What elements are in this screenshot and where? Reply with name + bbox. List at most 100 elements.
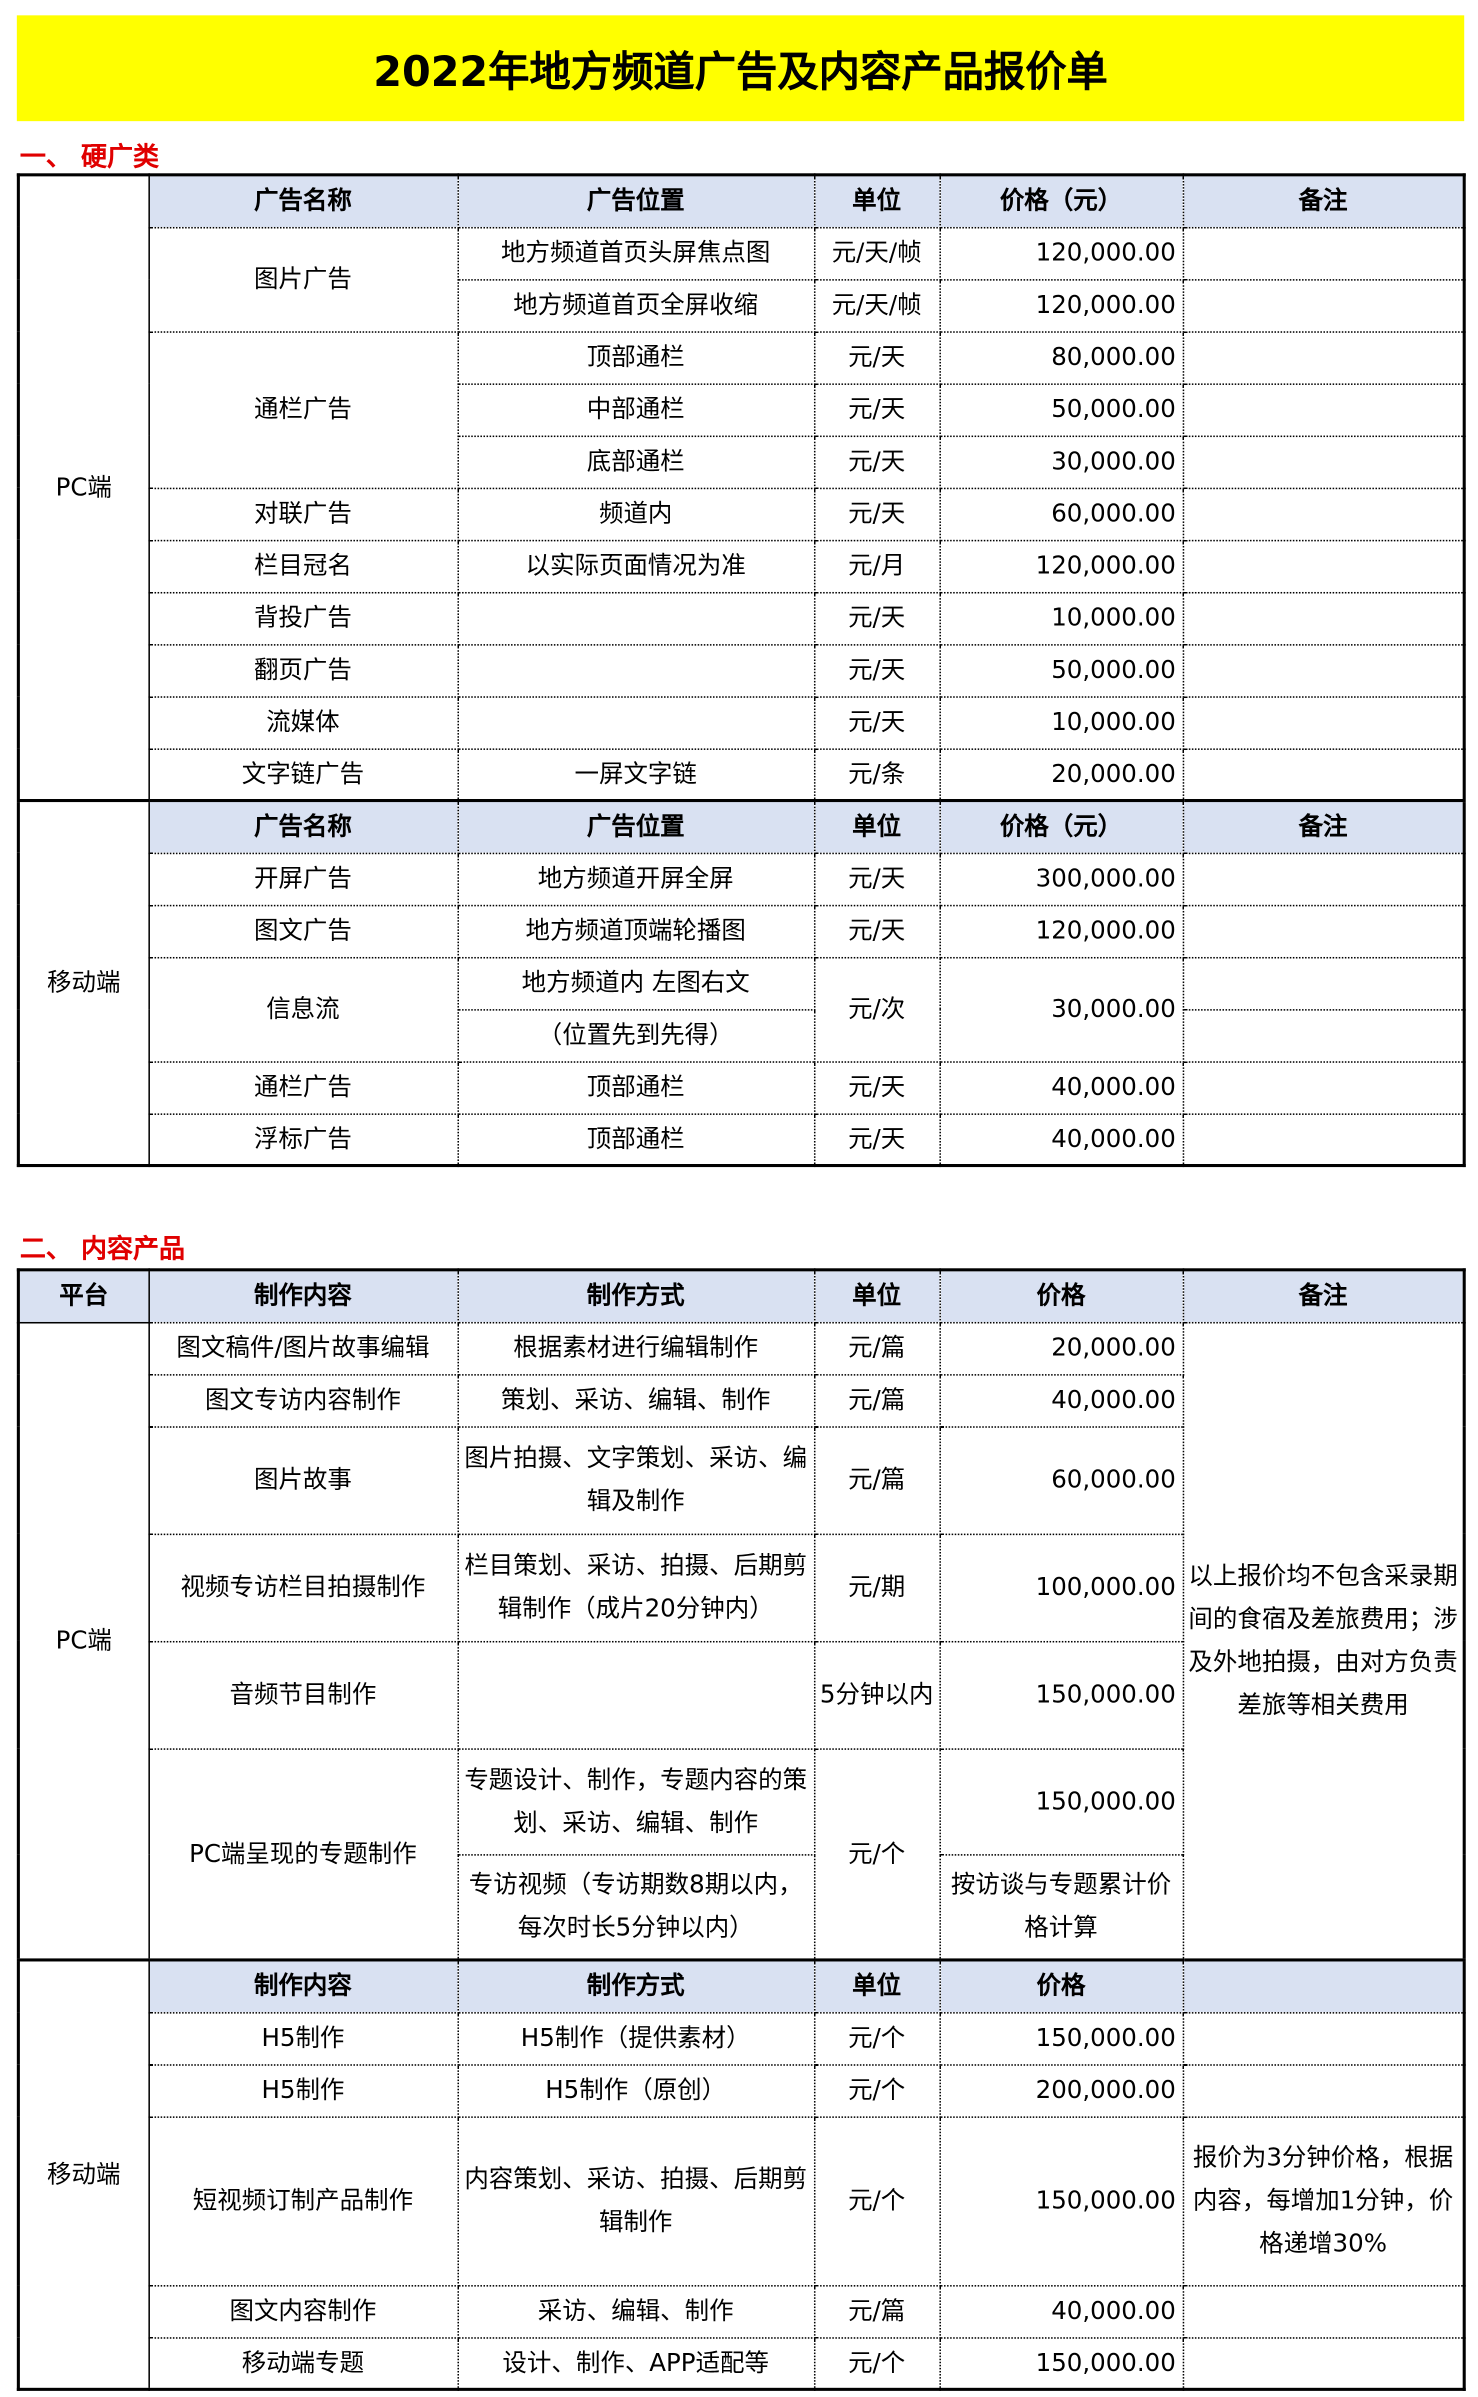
header-cell: 制作内容: [147, 1269, 459, 1323]
table-row: 图文广告 地方频道顶端轮播图 元/天 120,000.00: [18, 904, 1465, 958]
method: 根据素材进行编辑制作: [456, 1321, 815, 1375]
ad-name: 对联广告: [147, 486, 459, 541]
unit: 元/天: [813, 591, 941, 645]
table-row: （位置先到先得）: [18, 1008, 1465, 1063]
unit: 元/个: [813, 2115, 941, 2286]
unit: 元/天: [813, 330, 941, 385]
unit: 元/天: [813, 486, 941, 541]
price: 120,000.00: [938, 904, 1184, 958]
note: [1181, 226, 1465, 280]
ad-name: 栏目冠名: [147, 539, 459, 593]
note: [1181, 539, 1465, 593]
table-row: 底部通栏 元/天 30,000.00: [18, 434, 1465, 489]
price: 40,000.00: [938, 2284, 1184, 2338]
price: 100,000.00: [938, 1532, 1184, 1642]
price: 30,000.00: [938, 434, 1184, 489]
price: 200,000.00: [938, 2063, 1184, 2118]
price: 120,000.00: [938, 226, 1184, 280]
header-cell: 制作方式: [456, 1958, 815, 2013]
price: 60,000.00: [938, 486, 1184, 541]
note: [1181, 2336, 1465, 2391]
price: 40,000.00: [938, 1373, 1184, 1428]
content: PC端呈现的专题制作: [147, 1747, 459, 1961]
ad-name: 通栏广告: [147, 1060, 459, 1115]
header-cell: 制作方式: [456, 1269, 815, 1323]
section-label-content-products: 二、 内容产品: [19, 1234, 186, 1266]
header-cell: 价格（元）: [938, 174, 1184, 228]
unit: 元/期: [813, 1532, 941, 1642]
unit: 元/个: [813, 2063, 941, 2118]
table-row: 图文专访内容制作 策划、采访、编辑、制作 元/篇 40,000.00: [18, 1373, 1464, 1428]
header-cell: [1181, 1958, 1465, 2013]
ad-name: 翻页广告: [147, 643, 459, 698]
note: [1181, 904, 1465, 958]
unit: 5分钟以内: [813, 1640, 941, 1750]
table-row: PC端呈现的专题制作 专题设计、制作，专题内容的策划、采访、编辑、制作 元/个 …: [18, 1747, 1464, 1961]
price: 40,000.00: [938, 1060, 1184, 1115]
header-cell: 广告名称: [147, 174, 459, 228]
price: 50,000.00: [938, 382, 1184, 437]
unit: 元/天: [813, 851, 941, 906]
ad-name: 背投广告: [147, 591, 459, 645]
table-row: H5制作 H5制作（提供素材） 元/个 150,000.00: [18, 2011, 1465, 2065]
header-cell: 备注: [1181, 1269, 1465, 1323]
table-row: 图片广告 地方频道首页头屏焦点图 元/天/帧 120,000.00: [18, 226, 1465, 333]
unit: 元/篇: [813, 1425, 941, 1535]
table-row: 流媒体 元/天 10,000.00: [18, 695, 1465, 750]
note: [1181, 956, 1465, 1010]
content: H5制作: [147, 2063, 459, 2118]
unit: 元/篇: [813, 1321, 941, 1375]
price: 10,000.00: [938, 695, 1184, 750]
ad-position: [456, 643, 815, 698]
unit: 元/个: [813, 2336, 941, 2391]
method: 专题设计、制作，专题内容的策划、采访、编辑、制作: [456, 1747, 815, 1855]
header-cell: 广告名称: [147, 799, 459, 854]
table-row: 图片故事 图片拍摄、文字策划、采访、编辑及制作 元/篇 60,000.00: [18, 1425, 1464, 1535]
table-row: 对联广告 频道内 元/天 60,000.00: [18, 486, 1465, 541]
unit: 元/天: [813, 1060, 941, 1115]
ad-name: 文字链广告: [147, 747, 459, 802]
ad-position: 地方频道顶端轮播图: [456, 904, 815, 958]
ad-position: 以实际页面情况为准: [456, 539, 815, 593]
content: 视频专访栏目拍摄制作: [147, 1532, 459, 1642]
header-cell: 价格: [938, 1269, 1184, 1323]
method: H5制作（原创）: [456, 2063, 815, 2118]
note: [1181, 486, 1465, 541]
content: 图文稿件/图片故事编辑: [147, 1321, 459, 1375]
note: 以上报价均不包含采录期间的食宿及差旅费用；涉及外地拍摄，由对方负责差旅等相关费用: [1181, 1321, 1465, 1961]
price: 120,000.00: [938, 278, 1184, 333]
ad-position: 顶部通栏: [456, 1112, 815, 1167]
content: H5制作: [147, 2011, 459, 2065]
table-row: 翻页广告 元/天 50,000.00: [18, 643, 1465, 698]
note: [1181, 2063, 1465, 2118]
price: 60,000.00: [938, 1425, 1184, 1535]
content: 图片故事: [147, 1425, 459, 1535]
note: [1181, 747, 1465, 802]
price: 20,000.00: [938, 1321, 1184, 1375]
platform-cell: PC端: [17, 1321, 150, 1961]
price: 150,000.00: [938, 1747, 1184, 1855]
method: 设计、制作、APP适配等: [456, 2336, 815, 2391]
content: 音频节目制作: [147, 1640, 459, 1750]
header-cell: 单位: [813, 174, 941, 228]
content: 移动端专题: [147, 2336, 459, 2391]
table-row: 专访视频（专访期数8期以内，每次时长5分钟以内） 按访谈与专题累计价格计算: [18, 1853, 1464, 1961]
table-row: 通栏广告 顶部通栏 元/天 80,000.00: [18, 330, 1465, 489]
unit: 元/天: [813, 643, 941, 698]
unit: 元/天: [813, 434, 941, 489]
unit: 元/个: [813, 1747, 941, 1961]
ad-position: 地方频道首页全屏收缩: [456, 278, 815, 333]
note: [1181, 434, 1465, 489]
ad-position: （位置先到先得）: [456, 1008, 815, 1063]
unit: 元/月: [813, 539, 941, 593]
note: [1181, 851, 1465, 906]
price: 150,000.00: [938, 2336, 1184, 2391]
header-cell: 备注: [1181, 799, 1465, 854]
ad-name: 图片广告: [147, 226, 459, 333]
table-row: 栏目冠名 以实际页面情况为准 元/月 120,000.00: [18, 539, 1465, 593]
ad-name: 通栏广告: [147, 330, 459, 489]
header-cell: 单位: [813, 799, 941, 854]
price: 80,000.00: [938, 330, 1184, 385]
ad-name: 开屏广告: [147, 851, 459, 906]
ad-position: [456, 695, 815, 750]
